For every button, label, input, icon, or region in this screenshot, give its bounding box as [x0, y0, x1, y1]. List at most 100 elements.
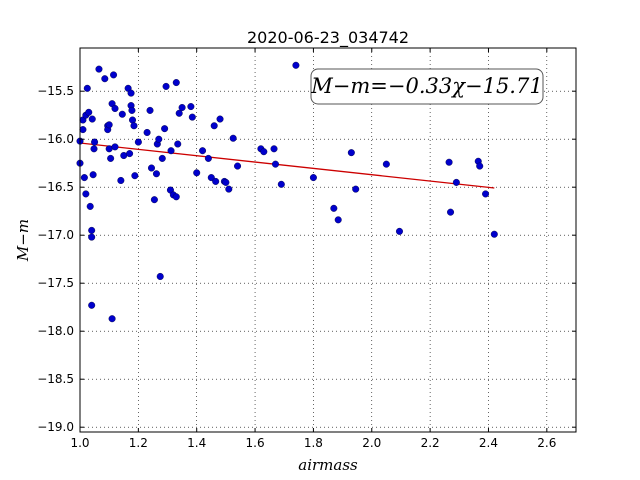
data-point: [334, 216, 342, 224]
data-point: [86, 202, 94, 210]
data-point: [167, 147, 175, 155]
data-point: [330, 204, 338, 212]
data-point: [222, 178, 230, 186]
fit-line: [79, 142, 495, 189]
data-point: [225, 185, 233, 193]
data-point: [105, 121, 113, 129]
x-tick-label: 1.8: [304, 436, 323, 450]
data-point: [210, 122, 218, 130]
x-tick-label: 2.6: [537, 436, 556, 450]
data-point: [155, 135, 163, 143]
y-tick-label: −18.0: [37, 324, 74, 338]
x-tick-label: 1.4: [187, 436, 206, 450]
data-point: [175, 109, 183, 117]
data-point: [156, 272, 164, 280]
y-tick-label: −19.0: [37, 420, 74, 434]
data-point: [352, 185, 360, 193]
data-point: [476, 162, 484, 170]
data-point: [347, 149, 355, 157]
data-point: [174, 140, 182, 148]
data-point: [126, 150, 134, 158]
data-point: [146, 106, 154, 114]
data-point: [178, 104, 186, 112]
data-point: [445, 158, 453, 166]
data-point: [292, 61, 300, 69]
data-point: [91, 138, 99, 146]
data-point: [199, 147, 207, 155]
data-point: [271, 160, 279, 168]
y-axis-label: M−m: [14, 219, 32, 262]
data-point: [130, 122, 138, 130]
data-point: [90, 145, 98, 153]
data-point: [88, 233, 96, 241]
data-point: [260, 148, 268, 156]
data-point: [111, 104, 119, 112]
data-point: [89, 171, 97, 179]
data-point: [452, 178, 460, 186]
data-point: [110, 71, 118, 79]
data-point: [277, 180, 285, 188]
data-point: [158, 154, 166, 162]
data-point: [117, 176, 125, 184]
data-point: [270, 145, 278, 153]
equation-annotation: M−m=−0.33χ−15.71: [310, 74, 542, 98]
chart-title: 2020-06-23_034742: [247, 28, 409, 48]
data-point: [85, 108, 93, 116]
data-point: [161, 125, 169, 133]
data-point: [131, 172, 139, 180]
equation-box: [310, 68, 544, 105]
data-point: [382, 160, 390, 168]
data-point: [147, 164, 155, 172]
y-tick-label: −17.0: [37, 228, 74, 242]
ticks: 1.0 1.2 1.4 1.6 1.8 2.0 2.2 2.4 2.6 −15.5 −16.0 −16…: [37, 48, 576, 450]
data-point: [127, 89, 135, 97]
y-tick-label: −15.5: [37, 84, 74, 98]
data-point: [234, 162, 242, 170]
data-point: [172, 79, 180, 87]
x-tick-label: 1.0: [70, 436, 89, 450]
data-point: [111, 143, 119, 151]
data-points: [76, 61, 498, 323]
data-point: [88, 115, 96, 123]
data-point: [482, 190, 490, 198]
data-point: [80, 174, 88, 182]
data-point: [118, 110, 126, 118]
y-tick-label: −17.5: [37, 276, 74, 290]
data-point: [134, 138, 142, 146]
data-point: [395, 227, 403, 235]
data-point: [107, 154, 115, 162]
grid: [79, 48, 576, 432]
data-point: [95, 65, 103, 73]
data-point: [105, 145, 113, 153]
data-point: [193, 169, 201, 177]
data-point: [172, 193, 180, 201]
y-tick-label: −16.0: [37, 132, 74, 146]
x-tick-label: 1.6: [246, 436, 265, 450]
data-point: [129, 116, 137, 124]
data-point: [88, 226, 96, 234]
data-point: [229, 134, 237, 142]
y-tick-label: −16.5: [37, 180, 74, 194]
data-point: [309, 174, 317, 182]
x-tick-label: 2.4: [479, 436, 498, 450]
data-point: [108, 315, 116, 323]
data-point: [150, 196, 158, 204]
data-point: [143, 128, 151, 136]
data-point: [490, 230, 498, 238]
x-tick-label: 2.2: [421, 436, 440, 450]
data-point: [216, 115, 224, 123]
data-point: [152, 170, 160, 178]
plot-frame: [79, 47, 577, 433]
fit-line-layer: [79, 142, 495, 189]
y-tick-label: −18.5: [37, 372, 74, 386]
data-point: [101, 75, 109, 83]
data-point: [82, 190, 90, 198]
data-point: [83, 84, 91, 92]
data-point: [88, 301, 96, 309]
data-point: [120, 152, 128, 160]
data-point: [128, 106, 136, 114]
data-point: [212, 177, 220, 185]
x-tick-label: 1.2: [129, 436, 148, 450]
data-point: [204, 154, 212, 162]
